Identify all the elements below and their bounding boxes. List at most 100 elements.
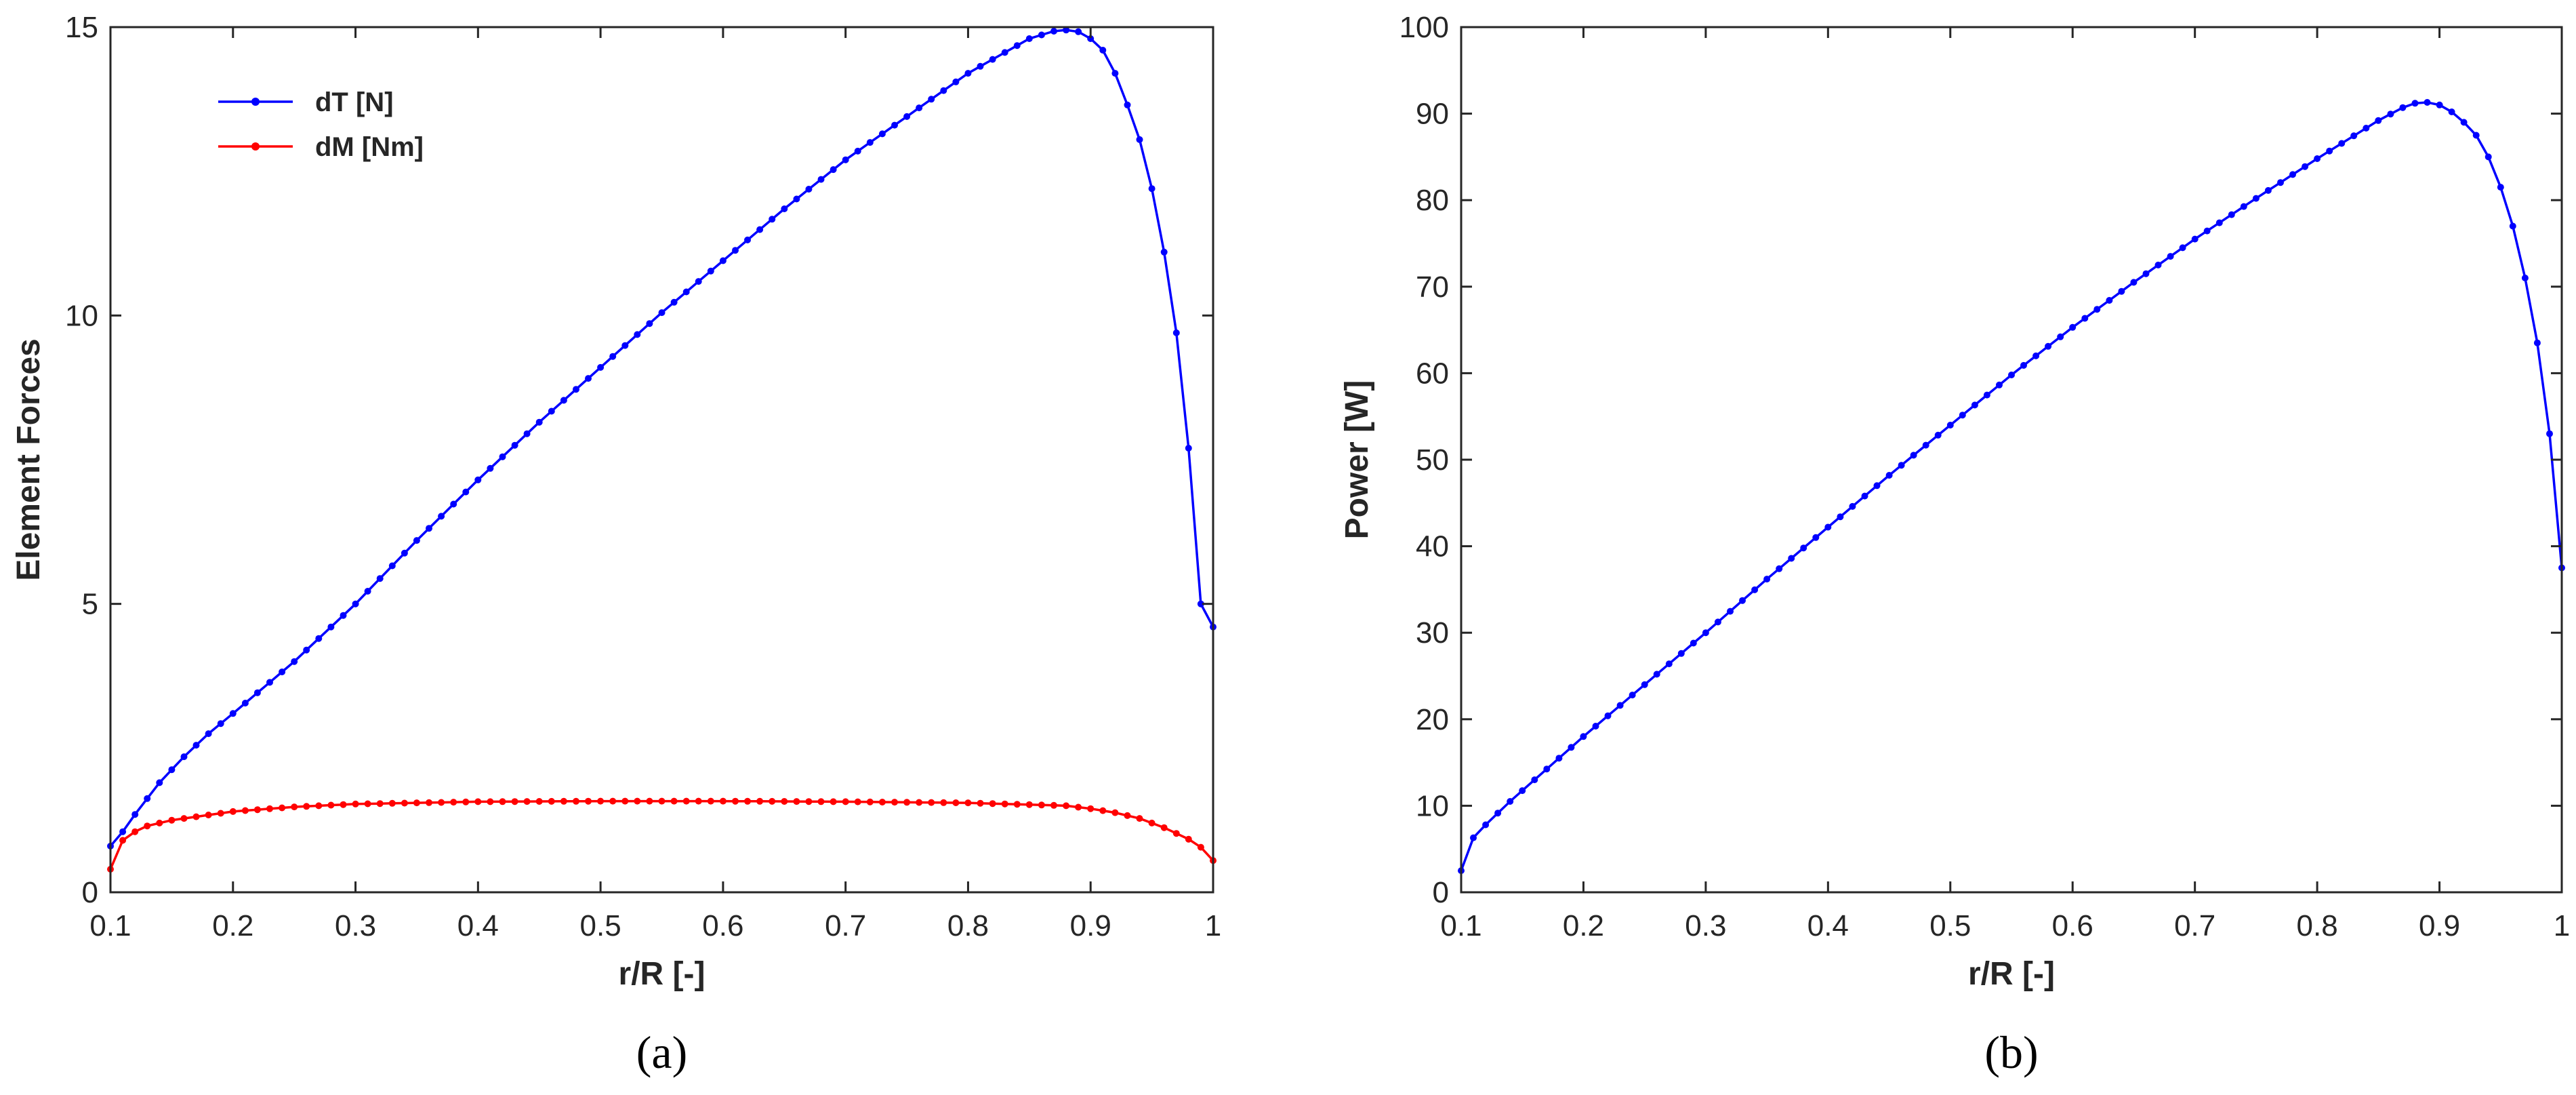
x-tick-label: 0.2 xyxy=(1563,909,1604,942)
data-point xyxy=(805,186,813,193)
data-point xyxy=(376,800,384,808)
data-point xyxy=(646,797,653,805)
data-point xyxy=(805,798,813,805)
data-point xyxy=(131,828,139,835)
legend: dT [N] dM [Nm] xyxy=(218,87,424,162)
data-point xyxy=(719,797,727,805)
data-point xyxy=(119,828,127,835)
data-point xyxy=(916,104,923,112)
data-point xyxy=(866,139,874,146)
data-point xyxy=(192,742,200,749)
data-point xyxy=(854,147,861,155)
data-point xyxy=(573,386,579,393)
data-point xyxy=(548,797,555,805)
data-point xyxy=(1038,31,1045,39)
data-point xyxy=(1580,733,1587,740)
y-axis-label: Element Forces xyxy=(11,338,47,580)
legend-label: dT [N] xyxy=(315,87,394,117)
data-point xyxy=(1075,28,1082,35)
data-point xyxy=(1099,807,1107,814)
data-point xyxy=(462,798,470,805)
data-point xyxy=(1568,744,1575,751)
data-point xyxy=(229,808,237,815)
data-point xyxy=(523,430,531,437)
data-point xyxy=(891,799,898,806)
data-point xyxy=(352,600,359,608)
data-point xyxy=(842,798,849,805)
data-point xyxy=(2326,147,2333,155)
y-tick-label: 5 xyxy=(82,588,98,621)
x-tick-label: 0.1 xyxy=(89,909,131,942)
data-point xyxy=(450,799,457,806)
data-point xyxy=(1136,136,1143,143)
data-point xyxy=(977,62,984,70)
data-point xyxy=(376,575,384,582)
data-point xyxy=(1087,805,1095,812)
data-point xyxy=(1124,812,1131,819)
data-point xyxy=(781,205,788,212)
x-tick-label: 0.7 xyxy=(825,909,866,942)
data-point xyxy=(769,216,776,223)
data-point xyxy=(2289,171,2296,178)
legend-marker xyxy=(251,142,260,151)
series-layer xyxy=(107,26,1217,873)
x-tick-label: 0.2 xyxy=(212,909,253,942)
x-tick-label: 0.1 xyxy=(1440,909,1481,942)
data-point xyxy=(487,798,494,805)
data-point xyxy=(928,799,935,806)
data-point xyxy=(2252,195,2260,202)
data-point xyxy=(388,562,396,570)
data-point xyxy=(1739,597,1746,604)
data-point xyxy=(940,87,947,94)
x-tick-label: 1 xyxy=(2554,909,2570,942)
data-point xyxy=(940,799,947,806)
data-point xyxy=(487,464,494,472)
data-point xyxy=(279,669,286,675)
data-point xyxy=(744,797,751,805)
panel-label: (b) xyxy=(1984,1027,2038,1078)
x-axis: 0.1 0.2 0.3 0.4 0.5 0.6 0.7 0.8 0.9 1 xyxy=(1440,27,2570,942)
data-point xyxy=(229,710,237,717)
data-point xyxy=(180,815,188,822)
data-point xyxy=(1531,776,1538,784)
data-point xyxy=(1519,787,1526,795)
data-point xyxy=(658,309,666,317)
data-point xyxy=(560,397,567,404)
data-point xyxy=(1025,801,1033,808)
data-point xyxy=(1910,452,1917,459)
y-tick-label: 0 xyxy=(82,876,98,909)
data-point xyxy=(830,798,837,805)
data-point xyxy=(1776,565,1783,572)
data-point xyxy=(1124,101,1131,108)
data-point xyxy=(1812,534,1820,541)
data-point xyxy=(1111,809,1119,816)
series-line xyxy=(109,799,1214,870)
data-point xyxy=(180,753,188,761)
data-point xyxy=(964,799,972,807)
data-point xyxy=(2081,315,2089,322)
data-point xyxy=(1873,482,1881,490)
data-point xyxy=(2399,104,2407,111)
data-point xyxy=(830,166,837,174)
data-point xyxy=(401,549,408,557)
data-point xyxy=(2130,279,2138,286)
series-line xyxy=(1460,101,2563,871)
data-point xyxy=(597,797,605,805)
data-point xyxy=(450,500,457,508)
x-axis-label: r/R [-] xyxy=(1968,956,2055,992)
data-point xyxy=(1063,26,1070,34)
data-point xyxy=(1788,555,1795,562)
chart-panel-b: 0.1 0.2 0.3 0.4 0.5 0.6 0.7 0.8 0.9 1 0 10 20 30 40 50… xyxy=(1339,11,2570,1078)
plot-area-frame xyxy=(1460,26,2563,894)
data-point xyxy=(217,720,224,728)
data-point xyxy=(1996,381,2003,389)
data-point xyxy=(1971,401,1978,409)
data-point xyxy=(303,803,310,810)
data-point xyxy=(1160,824,1168,831)
data-point xyxy=(817,176,825,183)
data-point xyxy=(548,407,555,415)
x-axis: 0.1 0.2 0.3 0.4 0.5 0.6 0.7 0.8 0.9 1 xyxy=(89,27,1221,942)
data-point xyxy=(719,257,727,264)
data-point xyxy=(952,799,960,806)
